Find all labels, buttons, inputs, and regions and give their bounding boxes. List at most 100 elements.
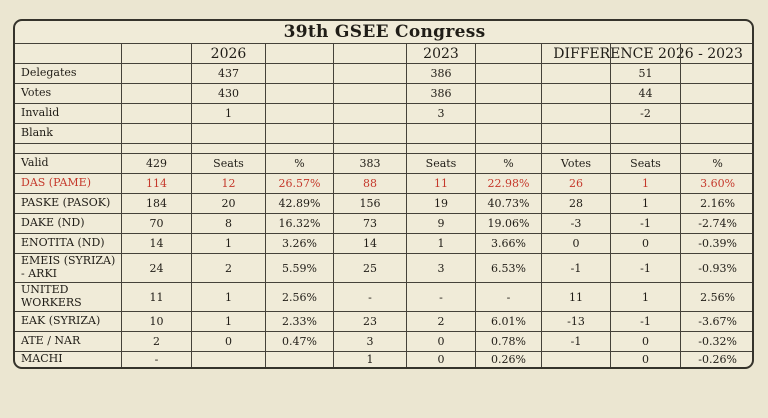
value-cell: -1 (541, 331, 611, 352)
value-cell (265, 103, 334, 124)
empty-cell (265, 43, 334, 64)
value-cell: 42.89% (265, 193, 334, 214)
value-cell: -1 (610, 213, 681, 234)
table-row: Blank (15, 123, 752, 144)
value-cell: -2 (610, 103, 681, 124)
value-cell: 1 (610, 173, 681, 194)
year-header-row: 2026 2023 DIFFERENCE 2026 - 2023 (15, 43, 752, 64)
row-label-cell: MACHI (15, 351, 122, 367)
value-cell: Seats (610, 153, 681, 174)
grid-line (680, 44, 681, 63)
value-cell (191, 351, 266, 367)
value-cell: 88 (333, 173, 407, 194)
value-cell: 2.16% (679, 193, 752, 214)
value-cell: 0 (610, 233, 681, 254)
value-cell: 9 (406, 213, 476, 234)
value-cell: 1 (191, 233, 266, 254)
row-label-cell: EAK (SYRIZA) (15, 311, 122, 332)
value-cell (475, 83, 542, 104)
value-cell: 0 (406, 351, 476, 367)
row-label-cell: ATE / NAR (15, 331, 122, 352)
value-cell: 24 (121, 253, 192, 283)
value-cell (475, 143, 542, 154)
row-label-cell: Valid (15, 153, 122, 174)
value-cell: 2.56% (265, 282, 334, 312)
table-row: Valid 429 Seats% 383 Seats% Votes Seats% (15, 153, 752, 174)
value-cell: 28 (541, 193, 611, 214)
row-label-cell: Invalid (15, 103, 122, 124)
value-cell: 2 (406, 311, 476, 332)
table-title: 39th GSEE Congress (15, 21, 752, 44)
value-cell: -2.74% (679, 213, 752, 234)
value-cell (610, 123, 681, 144)
value-cell (679, 63, 752, 84)
value-cell: 1 (333, 351, 407, 367)
value-cell: -0.39% (679, 233, 752, 254)
value-cell: 20 (191, 193, 266, 214)
table-row: MACHI -1 0 0.26% 0 -0.26% (15, 351, 752, 367)
year-2026-header: 2026 (191, 43, 266, 64)
value-cell (121, 63, 192, 84)
value-cell: 3 (406, 253, 476, 283)
value-cell: 3.26% (265, 233, 334, 254)
value-cell: Votes (541, 153, 611, 174)
value-cell: 0 (610, 351, 681, 367)
value-cell (541, 83, 611, 104)
table-row (15, 143, 752, 154)
value-cell: 429 (121, 153, 192, 174)
difference-header-label: DIFFERENCE 2026 - 2023 (553, 45, 743, 62)
year-2023-header: 2023 (406, 43, 476, 64)
value-cell: 19.06% (475, 213, 542, 234)
value-cell: % (475, 153, 542, 174)
table-row: Votes 430 386 44 (15, 83, 752, 104)
value-cell: 19 (406, 193, 476, 214)
value-cell: 10 (121, 311, 192, 332)
value-cell: 6.01% (475, 311, 542, 332)
value-cell (475, 123, 542, 144)
value-cell: 1 (406, 233, 476, 254)
table-row: EAK (SYRIZA) 10 1 2.33% 23 2 6.01% -13 -1 -3.67% (15, 311, 752, 332)
value-cell (541, 63, 611, 84)
value-cell: 0.47% (265, 331, 334, 352)
value-cell: 0.26% (475, 351, 542, 367)
value-cell: 14 (333, 233, 407, 254)
value-cell (679, 103, 752, 124)
value-cell (121, 123, 192, 144)
value-cell (406, 123, 476, 144)
value-cell (333, 123, 407, 144)
value-cell: 430 (191, 83, 266, 104)
value-cell (679, 83, 752, 104)
value-cell: Seats (406, 153, 476, 174)
value-cell: 437 (191, 63, 266, 84)
value-cell (121, 143, 192, 154)
value-cell: 3.66% (475, 233, 542, 254)
value-cell: - (333, 282, 407, 312)
value-cell: 6.53% (475, 253, 542, 283)
value-cell: 2 (191, 253, 266, 283)
value-cell: 51 (610, 63, 681, 84)
value-cell (679, 123, 752, 144)
value-cell: 383 (333, 153, 407, 174)
row-label-cell: Delegates (15, 63, 122, 84)
value-cell: 3 (333, 331, 407, 352)
value-cell (121, 103, 192, 124)
value-cell (265, 63, 334, 84)
value-cell: -13 (541, 311, 611, 332)
value-cell: 156 (333, 193, 407, 214)
value-cell (333, 63, 407, 84)
value-cell: 1 (191, 311, 266, 332)
value-cell: 25 (333, 253, 407, 283)
value-cell: 23 (333, 311, 407, 332)
row-label-cell (15, 143, 122, 154)
value-cell (610, 143, 681, 154)
value-cell: -1 (610, 253, 681, 283)
empty-cell (121, 43, 192, 64)
value-cell: -0.26% (679, 351, 752, 367)
table-row: PASKE (PASOK) 184 20 42.89% 156 19 40.73% 28 1 2.… (15, 193, 752, 214)
row-label-cell: UNITED WORKERS (15, 282, 122, 312)
row-label-cell: DAKE (ND) (15, 213, 122, 234)
table-row: ENOTITA (ND) 14 1 3.26% 14 1 3.66% 0 0 -0.39% (15, 233, 752, 254)
table-row: DAS (PAME) 114 12 26.57% 88 11 22.98% 26 1 3.60% (15, 173, 752, 194)
value-cell: 12 (191, 173, 266, 194)
